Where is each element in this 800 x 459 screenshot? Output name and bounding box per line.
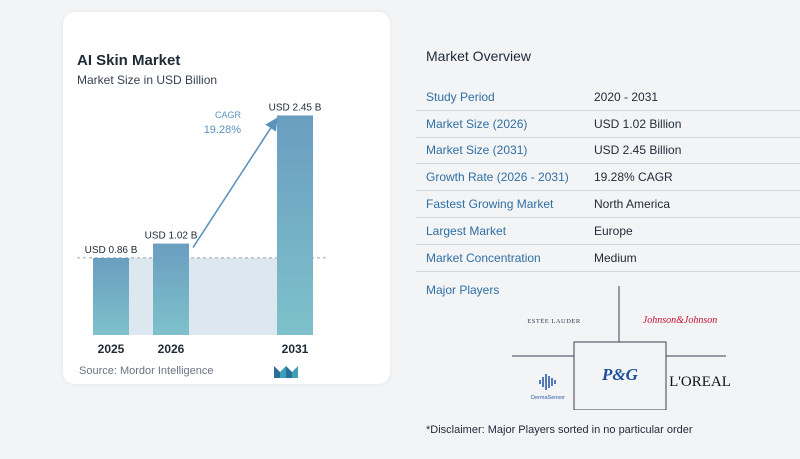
- cagr-arrow: [192, 117, 278, 249]
- major-players-title: Major Players: [426, 283, 500, 297]
- mordor-logo-icon: [274, 366, 298, 378]
- overview-value: USD 1.02 Billion: [594, 116, 682, 131]
- chart-title: AI Skin Market: [77, 52, 181, 69]
- overview-value: Medium: [594, 250, 637, 265]
- x-tick-2031: 2031: [282, 342, 309, 356]
- overview-label: Growth Rate (2026 - 2031): [426, 170, 569, 185]
- overview-label: Study Period: [426, 89, 495, 104]
- bar-2031: [277, 115, 313, 335]
- overview-row-market-size-2031: Market Size (2031) USD 2.45 Billion: [416, 138, 800, 165]
- overview-label: Market Size (2026): [426, 116, 528, 131]
- logo-pg: P&G: [601, 365, 639, 384]
- chart-subtitle: Market Size in USD Billion: [77, 73, 218, 87]
- chart-card: AI Skin Market Market Size in USD Billio…: [63, 12, 390, 384]
- bar-2025: [93, 257, 129, 335]
- major-players-grid: ESTĒE LAUDER Johnson&Johnson P&G L'OREAL…: [512, 286, 731, 410]
- overview-label: Largest Market: [426, 223, 507, 238]
- overview-table: Study Period 2020 - 2031 Market Size (20…: [416, 84, 800, 272]
- reference-band: [129, 257, 277, 335]
- logo-johnson-johnson: Johnson&Johnson: [643, 315, 717, 326]
- overview-row-market-size-2026: Market Size (2026) USD 1.02 Billion: [416, 111, 800, 138]
- bar-chart: USD 0.86 B 2025 USD 1.02 B 2026 USD 2.45 B 20…: [77, 102, 328, 356]
- overview-row-study-period: Study Period 2020 - 2031: [416, 84, 800, 111]
- overview-label: Fastest Growing Market: [426, 197, 554, 212]
- overview-value: North America: [594, 197, 671, 212]
- cagr-label: CAGR: [215, 110, 242, 120]
- data-label-2025: USD 0.86 B: [85, 245, 138, 256]
- source-note: Source: Mordor Intelligence: [79, 365, 214, 377]
- overview-value: Europe: [594, 223, 633, 238]
- data-label-2026: USD 1.02 B: [145, 231, 198, 242]
- bar-2026: [153, 243, 189, 335]
- market-overview: Market Overview Study Period 2020 - 2031…: [416, 0, 800, 459]
- dermasensor-waveform-icon: [539, 374, 556, 390]
- overview-label: Market Size (2031): [426, 143, 528, 158]
- overview-value: 19.28% CAGR: [594, 170, 673, 185]
- overview-row-concentration: Market Concentration Medium: [416, 245, 800, 272]
- x-tick-2025: 2025: [98, 342, 125, 356]
- overview-row-growth-rate: Growth Rate (2026 - 2031) 19.28% CAGR: [416, 164, 800, 192]
- data-label-2031: USD 2.45 B: [269, 102, 322, 113]
- overview-title: Market Overview: [426, 48, 532, 64]
- disclaimer: *Disclaimer: Major Players sorted in no …: [426, 424, 693, 436]
- x-tick-2026: 2026: [158, 342, 185, 356]
- cagr-value: 19.28%: [204, 124, 242, 136]
- logo-loreal: L'OREAL: [669, 374, 731, 390]
- overview-label: Market Concentration: [426, 250, 541, 265]
- overview-value: 2020 - 2031: [594, 89, 659, 104]
- overview-value: USD 2.45 Billion: [594, 143, 682, 158]
- logo-estee-lauder: ESTĒE LAUDER: [527, 318, 581, 325]
- overview-row-largest-market: Largest Market Europe: [416, 218, 800, 245]
- logo-dermasensor: DermaSensor: [531, 395, 565, 401]
- overview-row-fastest-growing: Fastest Growing Market North America: [416, 191, 800, 218]
